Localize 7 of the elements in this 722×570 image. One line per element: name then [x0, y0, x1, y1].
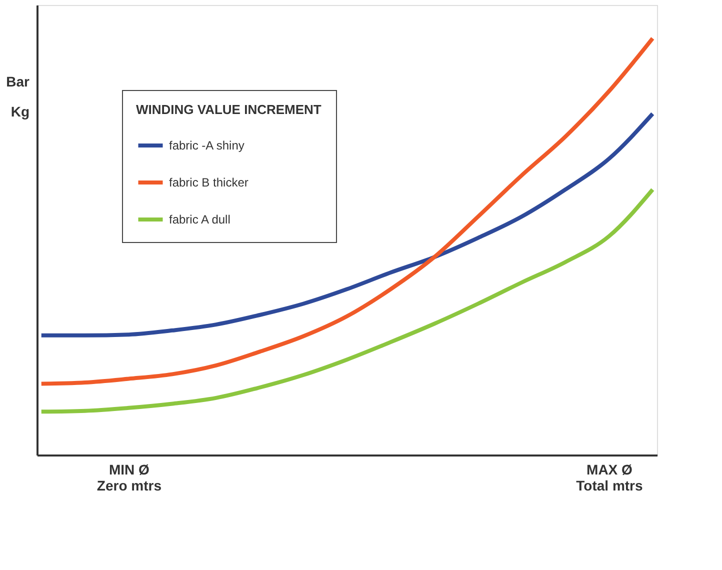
- x-tick-label: MAX Ø Total mtrs: [576, 462, 643, 494]
- legend-label: fabric B thicker: [169, 176, 248, 190]
- x-tick-label: MIN Ø Zero mtrs: [96, 462, 162, 494]
- legend-label: fabric A dull: [169, 212, 230, 226]
- legend-title: WINDING VALUE INCREMENT: [136, 102, 322, 117]
- legend-label: fabric -A shiny: [169, 138, 244, 152]
- y-axis-title: Bar Kg: [6, 74, 30, 120]
